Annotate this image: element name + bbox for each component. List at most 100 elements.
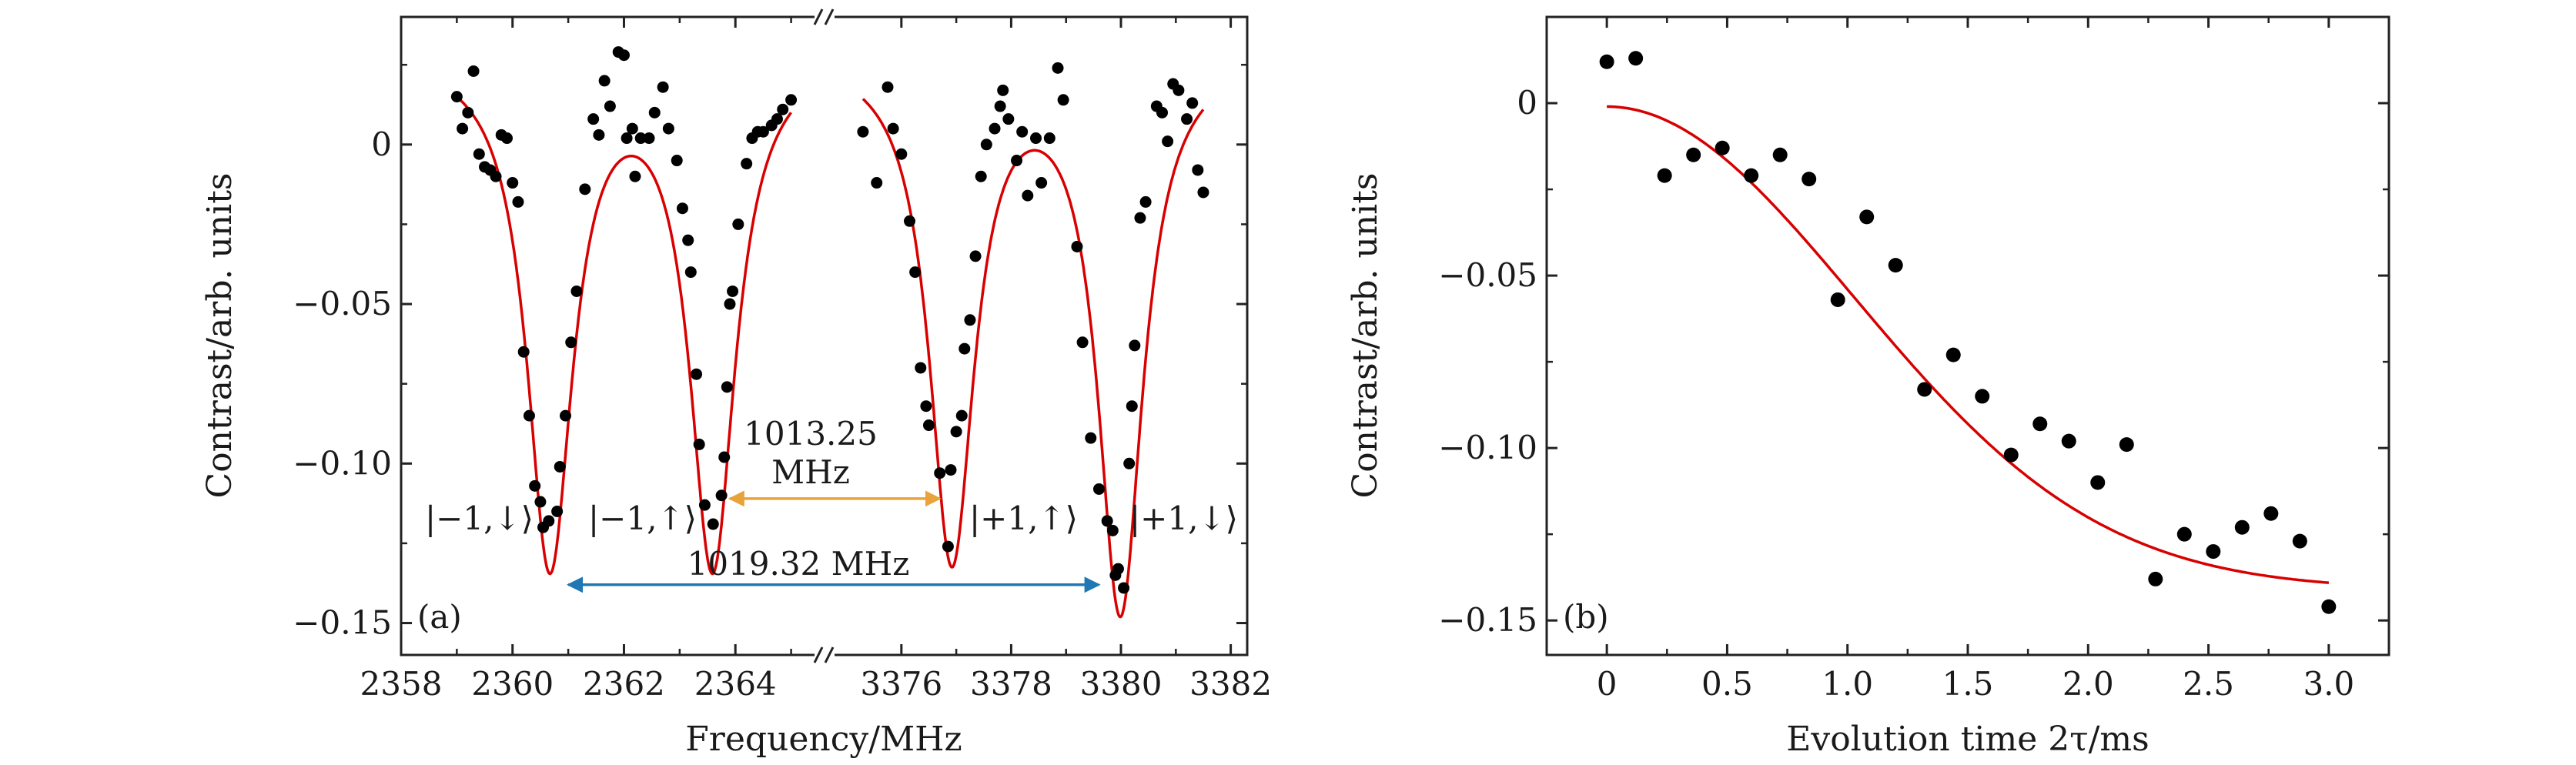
data-point: [934, 467, 946, 479]
data-point: [604, 100, 616, 112]
arrow-1013-label-value: 1013.25: [744, 415, 878, 453]
data-point: [490, 170, 502, 182]
b-x-tick-label: 3.0: [2303, 665, 2354, 703]
data-point: [1030, 132, 1042, 145]
data-point: [626, 122, 638, 135]
panel-b-label: (b): [1563, 598, 1609, 636]
data-point: [1139, 195, 1152, 208]
axis-break-top: [813, 8, 835, 25]
data-point: [785, 94, 798, 106]
data-point: [648, 106, 661, 119]
data-point: [2292, 533, 2307, 549]
data-point: [1156, 106, 1168, 119]
data-point: [1052, 62, 1064, 74]
data-point: [462, 106, 474, 119]
level-label-minus1-down: |−1,↓⟩: [425, 499, 534, 537]
data-point: [2206, 544, 2221, 560]
data-point: [1830, 292, 1845, 307]
data-point: [1945, 347, 1961, 362]
data-point: [1173, 84, 1185, 96]
data-point: [617, 49, 630, 62]
data-point: [1011, 155, 1023, 167]
data-point: [757, 125, 769, 138]
data-point: [2119, 437, 2134, 453]
data-point: [523, 409, 535, 422]
data-point: [534, 496, 547, 508]
data-point: [1192, 164, 1204, 176]
data-point: [1657, 168, 1672, 183]
data-point: [1599, 54, 1614, 69]
data-point: [904, 215, 916, 227]
data-point: [1071, 240, 1083, 252]
data-point: [727, 285, 739, 297]
data-point: [2263, 506, 2279, 521]
panel-a-y-axis-title: Contrast/arb. units: [200, 173, 239, 499]
data-point: [975, 170, 987, 182]
data-point: [1744, 168, 1759, 183]
data-point: [682, 234, 694, 246]
data-point: [707, 518, 719, 530]
data-point: [529, 479, 541, 492]
data-point: [2090, 475, 2106, 490]
data-point: [922, 419, 935, 432]
data-point: [1123, 457, 1136, 469]
data-point: [915, 362, 927, 374]
data-point: [501, 132, 513, 145]
data-point: [1043, 132, 1055, 145]
data-point: [997, 84, 1009, 96]
data-point: [1628, 51, 1644, 66]
data-point: [1076, 336, 1089, 349]
a-x-tick-label: 2362: [583, 665, 665, 703]
axis-break-bottom: [813, 646, 835, 663]
data-point: [1134, 212, 1146, 224]
data-point: [1715, 140, 1730, 155]
a-x-tick-label: 3378: [970, 665, 1052, 703]
data-point: [909, 266, 922, 279]
data-point: [643, 132, 655, 145]
data-point: [2032, 416, 2048, 432]
data-point: [1888, 258, 1903, 273]
data-point: [882, 81, 894, 93]
data-point: [693, 438, 705, 450]
data-point: [1106, 524, 1119, 536]
panel-a-fit-curve: [456, 95, 1205, 619]
data-point: [1686, 147, 1701, 162]
data-point: [551, 505, 564, 517]
a-y-tick-label: −0.15: [293, 604, 392, 642]
fit-curve-segment-high: [861, 98, 1205, 619]
data-point: [1772, 147, 1788, 162]
data-point: [980, 139, 992, 151]
data-point: [543, 515, 555, 527]
data-point: [1085, 432, 1097, 444]
data-point: [1802, 172, 1817, 187]
data-point: [1057, 94, 1069, 106]
data-point: [945, 464, 957, 476]
data-point: [920, 400, 932, 413]
level-label-plus1-up: |+1,↑⟩: [969, 499, 1078, 537]
data-point: [1917, 382, 1932, 397]
data-point: [1186, 97, 1199, 109]
a-x-tick-label: 2360: [471, 665, 554, 703]
a-x-tick-label: 2364: [694, 665, 777, 703]
panel-a-x-axis-title: Frequency/MHz: [685, 720, 962, 759]
data-point: [1092, 483, 1105, 495]
b-x-tick-label: 1.0: [1822, 665, 1873, 703]
b-y-tick-label: −0.05: [1438, 256, 1537, 294]
data-point: [2148, 571, 2163, 586]
data-point: [969, 250, 982, 262]
data-point: [559, 409, 571, 422]
data-point: [2234, 519, 2250, 535]
panel-a: 0 −0.05 −0.10 −0.15 2358 2360 2362 2364 3376 3378…: [200, 8, 1272, 759]
data-point: [1197, 186, 1209, 199]
b-x-tick-label: 1.5: [1942, 665, 1994, 703]
data-point: [684, 266, 697, 279]
b-y-tick-label: 0: [1517, 84, 1537, 122]
panel-b-fit-curve: [1607, 105, 2330, 584]
b-y-tick-label: −0.15: [1438, 601, 1537, 639]
data-point: [507, 177, 519, 189]
data-point: [1129, 339, 1141, 352]
data-point: [676, 202, 688, 215]
data-point: [579, 183, 591, 195]
data-point: [2003, 447, 2019, 463]
panel-b-x-axis-title: Evolution time 2τ/ms: [1786, 720, 2149, 759]
